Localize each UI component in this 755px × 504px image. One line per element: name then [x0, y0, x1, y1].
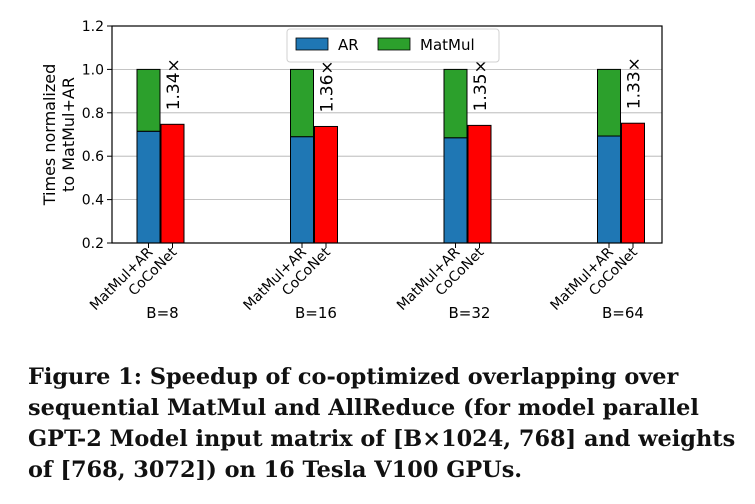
group-label: B=32: [449, 304, 491, 322]
y-tick-label: 1.0: [82, 62, 104, 78]
bar-ar: [597, 135, 621, 244]
legend-swatch: [295, 37, 329, 51]
group-label: B=64: [602, 304, 644, 322]
bar-coconet: [467, 124, 492, 244]
bars: 1.34× 1.36× 1.35× 1.33×: [136, 57, 645, 244]
y-tick-label: 1.2: [82, 19, 104, 35]
y-axis-label: Times normalizedto MatMul+AR: [40, 64, 78, 206]
bar-matmul: [290, 68, 314, 138]
bar-matmul: [597, 68, 621, 137]
bar-coconet: [160, 123, 185, 244]
legend: AR MatMul: [286, 28, 500, 63]
group-label: B=8: [146, 304, 178, 322]
legend-label: MatMul: [420, 36, 475, 54]
y-tick-label: 0.4: [82, 193, 104, 209]
figure-caption: Figure 1: Speedup of co-optimized overla…: [28, 364, 736, 483]
bar-ar: [136, 130, 161, 244]
plot-frame: [111, 25, 663, 244]
y-tick-label: 0.6: [82, 149, 104, 165]
y-tick-label: 0.8: [82, 106, 104, 122]
speedup-label: 1.36×: [318, 60, 338, 112]
bar-coconet: [621, 122, 645, 244]
bar-ar: [290, 136, 314, 244]
bar-ar: [443, 137, 468, 244]
bar-matmul: [136, 68, 161, 132]
speedup-chart: 1.34× 1.36× 1.35× 1.33× 0.20.40.60.81.01.2 …: [40, 19, 663, 322]
speedup-label: 1.35×: [471, 59, 491, 111]
legend-label: AR: [338, 36, 359, 54]
bar-matmul: [443, 68, 468, 139]
y-tick-label: 0.2: [82, 236, 104, 252]
legend-swatch: [377, 37, 411, 51]
speedup-label: 1.34×: [164, 58, 184, 110]
bar-coconet: [314, 125, 338, 244]
y-axis: 0.2 0.4 0.6 0.8 1.0 1.2: [82, 19, 112, 252]
group-label: B=16: [295, 304, 337, 322]
speedup-label: 1.33×: [625, 57, 645, 109]
